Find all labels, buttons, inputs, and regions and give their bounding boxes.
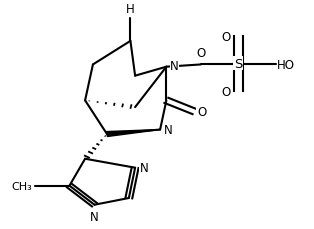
Text: CH₃: CH₃ (12, 181, 33, 191)
Text: N: N (164, 123, 173, 136)
Text: S: S (234, 57, 242, 71)
Text: N: N (90, 210, 99, 223)
Text: O: O (197, 106, 206, 119)
Text: N: N (140, 161, 149, 174)
Text: N: N (170, 60, 179, 73)
Text: H: H (126, 3, 135, 16)
Text: O: O (221, 31, 230, 44)
Polygon shape (106, 130, 160, 137)
Text: O: O (196, 47, 205, 60)
Text: O: O (221, 85, 230, 98)
Text: HO: HO (277, 59, 295, 72)
